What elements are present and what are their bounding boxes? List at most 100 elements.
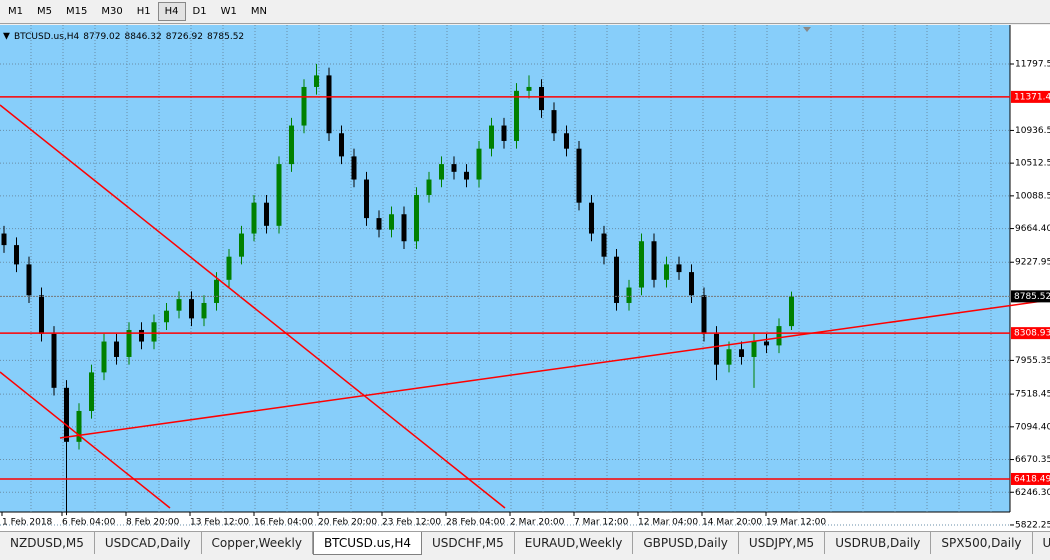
candle-body bbox=[101, 341, 107, 373]
candle-body bbox=[726, 349, 732, 365]
candle-body bbox=[89, 372, 94, 411]
current-price-label: 8785.52 bbox=[1014, 292, 1050, 302]
y-tick-label: 6670.35 bbox=[1015, 455, 1050, 465]
candles bbox=[1, 63, 794, 516]
level-label: 6418.49 bbox=[1014, 474, 1050, 484]
timeframe-button[interactable]: H1 bbox=[136, 6, 151, 17]
y-tick-label: 7955.35 bbox=[1015, 356, 1050, 366]
chart-tab[interactable]: GBPUSD,Daily bbox=[633, 532, 739, 554]
y-tick-label: 11797.5 bbox=[1015, 60, 1050, 70]
y-tick-label: 5822.25 bbox=[1015, 520, 1050, 530]
candle-body bbox=[114, 341, 119, 357]
candle-body bbox=[751, 341, 757, 357]
candle-body bbox=[451, 164, 457, 172]
candle-body bbox=[351, 156, 357, 180]
candle-body bbox=[764, 341, 769, 346]
timeframe-button[interactable]: M30 bbox=[101, 6, 123, 17]
timeframe-button[interactable]: W1 bbox=[220, 6, 237, 17]
chart-tab[interactable]: USDCAD,Daily bbox=[95, 532, 202, 554]
timeframe-button[interactable]: D1 bbox=[192, 6, 207, 17]
trend-line bbox=[59, 299, 1050, 439]
level-label: 11371.4 bbox=[1014, 92, 1050, 102]
candle-body bbox=[501, 125, 507, 141]
candle-body bbox=[464, 171, 469, 180]
candle-body bbox=[214, 279, 219, 303]
candle-body bbox=[189, 299, 194, 319]
candle-body bbox=[589, 202, 594, 234]
x-tick-label: 14 Mar 20:00 bbox=[702, 518, 762, 528]
x-tick-label: 8 Feb 20:00 bbox=[126, 518, 180, 528]
candle-body bbox=[689, 272, 694, 296]
candle-body bbox=[439, 164, 444, 180]
timeframe-button[interactable]: MN bbox=[250, 6, 267, 17]
candle-body bbox=[339, 133, 344, 157]
candle-body bbox=[364, 179, 369, 219]
candle-body bbox=[239, 233, 244, 257]
chart-tab[interactable]: SPX500,Daily bbox=[931, 532, 1033, 554]
y-tick-label: 7094.40 bbox=[1015, 422, 1050, 432]
candle-body bbox=[576, 148, 582, 203]
candle-body bbox=[314, 75, 319, 87]
candle-body bbox=[551, 110, 557, 134]
overlay bbox=[0, 96, 1010, 480]
candle-body bbox=[389, 214, 394, 230]
candle-body bbox=[476, 148, 482, 180]
candle-body bbox=[526, 86, 532, 91]
candle-body bbox=[201, 302, 207, 319]
quote-close: 8785.52 bbox=[207, 32, 244, 42]
x-tick-label: 23 Feb 12:00 bbox=[382, 518, 441, 528]
candle-body bbox=[139, 329, 144, 342]
chart-tab[interactable]: USDCHF,M5 bbox=[422, 532, 515, 554]
candle-body bbox=[564, 133, 569, 149]
x-tick-label: 1 Feb 2018 bbox=[2, 518, 53, 528]
chart-tab[interactable]: USOIL,Daily bbox=[1033, 532, 1050, 554]
level-box bbox=[1011, 327, 1050, 340]
candle-body bbox=[251, 202, 257, 234]
candle-body bbox=[539, 86, 544, 111]
candle-body bbox=[39, 295, 44, 334]
timeframe-button[interactable]: M15 bbox=[66, 6, 88, 17]
quote-high: 8846.32 bbox=[125, 32, 162, 42]
quote-low: 8726.92 bbox=[166, 32, 203, 42]
price-axis bbox=[1010, 25, 1050, 531]
current-price-box bbox=[1011, 290, 1050, 303]
candle-body bbox=[14, 245, 19, 265]
time-axis bbox=[0, 512, 1010, 531]
chart-tab[interactable]: BTCUSD.us,H4 bbox=[312, 532, 422, 555]
chart: ▼ BTCUSD.us,H4 8779.02 8846.32 8726.92 8785.… bbox=[0, 25, 1050, 531]
candle-body bbox=[301, 86, 307, 126]
timeframe-button[interactable]: H4 bbox=[157, 2, 186, 21]
candle-body bbox=[264, 202, 269, 226]
candle-body bbox=[639, 241, 644, 288]
candle-body bbox=[614, 256, 619, 303]
y-tick-label: 9227.95 bbox=[1015, 258, 1050, 268]
candle-body bbox=[701, 295, 707, 334]
candle-body bbox=[126, 329, 132, 357]
candle-body bbox=[739, 349, 744, 357]
chart-tab[interactable]: USDRUB,Daily bbox=[825, 532, 932, 554]
candle-body bbox=[164, 310, 169, 323]
chart-tab[interactable]: EURAUD,Weekly bbox=[515, 532, 634, 554]
x-tick-label: 19 Mar 12:00 bbox=[766, 518, 826, 528]
candle-body bbox=[714, 333, 719, 365]
y-tick-label: 6246.30 bbox=[1015, 488, 1050, 498]
candle-body bbox=[226, 256, 232, 280]
timeframe-button[interactable]: M5 bbox=[37, 6, 52, 17]
candle-body bbox=[326, 75, 332, 134]
chart-tab[interactable]: Copper,Weekly bbox=[202, 532, 313, 554]
chart-tab[interactable]: USDJPY,M5 bbox=[739, 532, 826, 554]
chart-tab[interactable]: NZDUSD,M5 bbox=[0, 532, 95, 554]
timeframe-toolbar: M1 M5 M15 M30 H1 H4 D1 W1 MN bbox=[0, 0, 1050, 24]
menu-arrow[interactable]: ▼ bbox=[3, 32, 10, 42]
candle-body bbox=[151, 322, 157, 342]
candle-body bbox=[426, 179, 432, 195]
plot-area bbox=[0, 25, 1010, 512]
y-tick-label: 10512.5 bbox=[1015, 159, 1050, 169]
candle-body bbox=[289, 125, 294, 165]
x-tick-label: 12 Mar 04:00 bbox=[638, 518, 698, 528]
timeframe-button[interactable]: M1 bbox=[8, 6, 23, 17]
candle-body bbox=[676, 264, 682, 273]
candle-body bbox=[1, 233, 7, 246]
shift-marker bbox=[803, 27, 811, 32]
